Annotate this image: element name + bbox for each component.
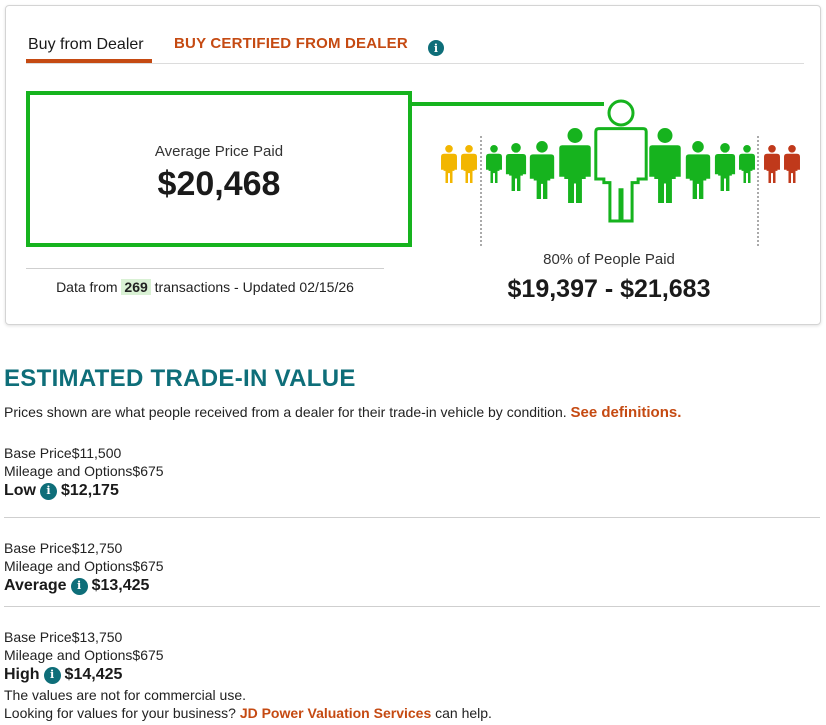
- base-price-label: Base Price: [4, 629, 72, 645]
- percent-paid-label: 80% of People Paid: [543, 251, 675, 268]
- tab-buy-certified[interactable]: BUY CERTIFIED FROM DEALER: [174, 34, 408, 52]
- jd-power-link[interactable]: JD Power Valuation Services: [239, 705, 432, 721]
- person-icon: [486, 145, 502, 183]
- transaction-meta: Data from 269 transactions - Updated 02/…: [26, 279, 384, 295]
- tier-name: Low: [4, 482, 36, 499]
- tier-total: $12,175: [61, 482, 119, 499]
- meta-prefix: Data from: [56, 279, 118, 295]
- person-icon: [685, 141, 711, 199]
- mileage-value: $675: [132, 558, 164, 574]
- mileage-value: $675: [132, 647, 164, 663]
- tier-average: Base Price$12,750 Mileage and Options$67…: [4, 539, 820, 597]
- info-icon[interactable]: i: [428, 40, 444, 56]
- price-tabs: Buy from Dealer BUY CERTIFIED FROM DEALE…: [26, 26, 804, 64]
- person-icon: [784, 145, 800, 183]
- average-price-box: Average Price Paid $20,468: [26, 91, 412, 247]
- price-card: Buy from Dealer BUY CERTIFIED FROM DEALE…: [5, 5, 821, 325]
- connector-line: [412, 102, 604, 106]
- base-price-value: $13,750: [71, 629, 123, 645]
- info-icon[interactable]: i: [43, 666, 61, 684]
- tier-total: $13,425: [91, 577, 150, 594]
- person-icon: [739, 145, 755, 183]
- person-icon: [714, 143, 736, 191]
- person-icon: [529, 141, 555, 199]
- active-tab-indicator: [26, 59, 152, 63]
- business-suffix: can help.: [435, 705, 492, 721]
- divider: [26, 268, 384, 269]
- business-prefix: Looking for values for your business?: [4, 705, 236, 721]
- person-icon: [441, 145, 457, 183]
- tier-high: Base Price$13,750 Mileage and Options$67…: [4, 628, 820, 686]
- info-icon[interactable]: i: [40, 482, 57, 500]
- tab-buy-from-dealer[interactable]: Buy from Dealer: [28, 35, 144, 53]
- person-icon: [764, 145, 780, 183]
- trade-in-title: ESTIMATED TRADE-IN VALUE: [4, 365, 356, 392]
- disclaimer: The values are not for commercial use.: [4, 687, 246, 703]
- base-price-value: $11,500: [71, 445, 122, 461]
- price-range-value: $19,397 - $21,683: [507, 275, 711, 303]
- base-price-label: Base Price: [4, 540, 72, 556]
- person-icon: [594, 99, 648, 223]
- divider: [4, 517, 820, 518]
- person-icon: [559, 128, 591, 203]
- person-icon: [461, 145, 477, 183]
- transaction-count: 269: [121, 279, 151, 295]
- trade-in-description: Prices shown are what people received fr…: [4, 404, 681, 421]
- base-price-label: Base Price: [4, 445, 72, 461]
- divider: [4, 606, 820, 607]
- price-distribution-graphic: [441, 99, 800, 246]
- person-icon: [505, 143, 527, 191]
- see-definitions-link[interactable]: See definitions.: [570, 404, 682, 421]
- base-price-value: $12,750: [71, 540, 123, 556]
- average-price-value: $20,468: [157, 165, 281, 203]
- mileage-value: $675: [132, 463, 164, 479]
- meta-suffix: transactions - Updated 02/15/26: [154, 279, 354, 295]
- tier-name: Average: [4, 577, 67, 594]
- tier-low: Base Price$11,500 Mileage and Options$67…: [4, 444, 820, 502]
- average-price-label: Average Price Paid: [154, 143, 284, 160]
- info-icon[interactable]: i: [70, 577, 88, 595]
- tier-total: $14,425: [64, 666, 123, 683]
- person-icon: [649, 128, 681, 203]
- tier-name: High: [4, 666, 40, 683]
- description-text: Prices shown are what people received fr…: [4, 404, 567, 420]
- mileage-label: Mileage and Options: [4, 558, 133, 574]
- mileage-label: Mileage and Options: [4, 647, 133, 663]
- business-note: Looking for values for your business? JD…: [4, 705, 492, 721]
- mileage-label: Mileage and Options: [4, 463, 133, 479]
